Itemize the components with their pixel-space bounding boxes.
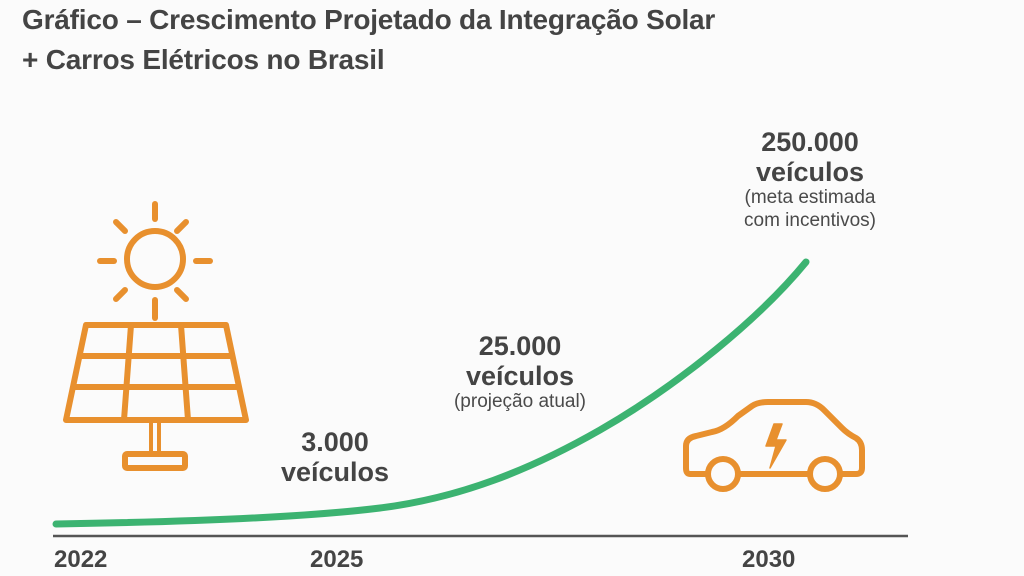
annotation-2030: 250.000 veículos (meta estimada com ince… bbox=[715, 127, 905, 233]
annotation-mid-unit: veículos bbox=[465, 360, 575, 391]
annotation-2030-value: 250.000 bbox=[761, 127, 859, 157]
annotation-2030-note1: (meta estimada bbox=[744, 187, 876, 209]
annotation-mid-note: (projeção atual) bbox=[453, 391, 587, 413]
chart-title-line2: + Carros Elétricos no Brasil bbox=[22, 44, 385, 75]
annotation-2025: 3.000 veículos bbox=[270, 427, 400, 487]
annotation-2030-note2: com incentivos) bbox=[744, 210, 876, 232]
annotation-2030-unit: veículos bbox=[755, 156, 865, 187]
chart-title-line1: Gráfico – Crescimento Projetado da Integ… bbox=[22, 4, 716, 35]
solar-panel-sun-icon bbox=[63, 201, 249, 471]
x-tick-2025: 2025 bbox=[310, 546, 364, 573]
lightning-bolt-icon bbox=[765, 423, 787, 469]
annotation-2025-unit: veículos bbox=[280, 456, 390, 487]
annotation-mid-value: 25.000 bbox=[478, 331, 562, 361]
annotation-2025-value: 3.000 bbox=[301, 427, 369, 457]
electric-car-icon bbox=[683, 399, 865, 492]
growth-curve bbox=[52, 258, 810, 528]
x-tick-2030: 2030 bbox=[742, 546, 796, 573]
annotation-mid: 25.000 veículos (projeção atual) bbox=[440, 331, 600, 414]
x-tick-2022: 2022 bbox=[54, 546, 108, 573]
chart-title: Gráfico – Crescimento Projetado da Integ… bbox=[22, 0, 715, 80]
